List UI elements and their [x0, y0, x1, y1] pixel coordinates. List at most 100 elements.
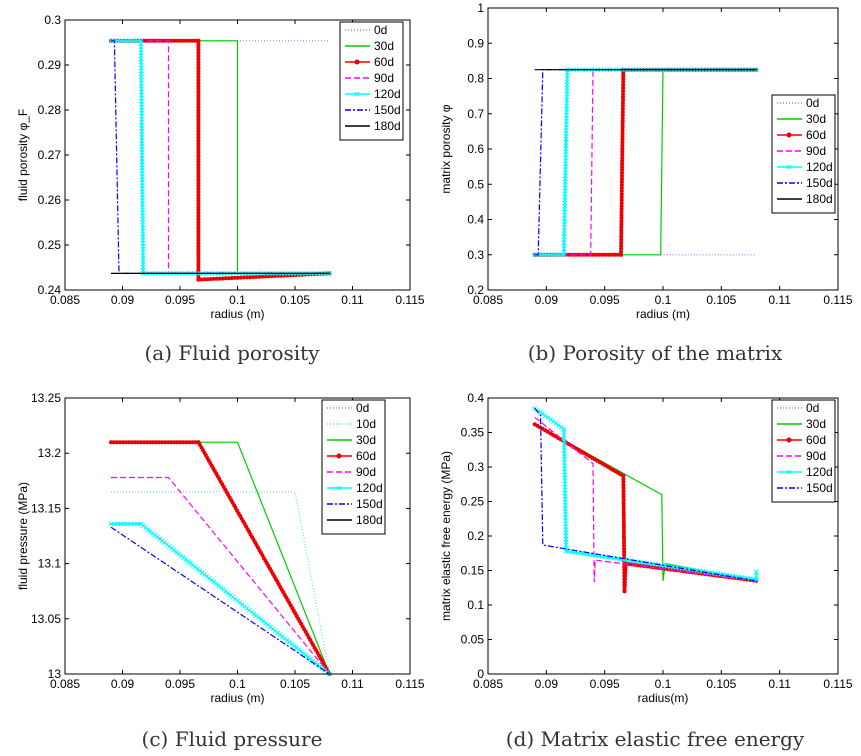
marker-120d — [550, 419, 556, 424]
marker-60d — [621, 516, 626, 521]
marker-60d — [196, 247, 201, 252]
marker-60d — [196, 189, 201, 194]
marker-60d — [619, 231, 624, 236]
y-tick-label: 13 — [48, 667, 62, 681]
caption-d: (d) Matrix elastic free energy — [506, 727, 805, 751]
marker-60d — [245, 275, 250, 280]
marker-60d — [196, 232, 201, 237]
marker-60d — [196, 265, 201, 270]
x-tick-label: 0.09 — [535, 293, 559, 307]
marker-60d — [196, 256, 201, 261]
marker-60d — [619, 213, 624, 218]
marker-60d — [196, 244, 201, 249]
marker-120d — [753, 577, 759, 582]
marker-60d — [254, 274, 259, 279]
marker-60d — [620, 122, 625, 127]
marker-60d — [619, 252, 623, 257]
legend-label-90d: 90d — [374, 71, 394, 85]
marker-60d — [112, 440, 116, 445]
x-tick-label: 0.095 — [165, 677, 195, 691]
marker-60d — [623, 570, 628, 575]
marker-60d — [127, 440, 132, 445]
y-tick-label: 0.4 — [467, 391, 484, 405]
x-tick-label: 0.1 — [655, 293, 672, 307]
marker-60d — [196, 84, 201, 89]
marker-60d — [196, 186, 201, 191]
y-tick-label: 0.24 — [38, 283, 62, 297]
legend-label-90d: 90d — [356, 465, 376, 479]
marker-60d — [196, 220, 201, 225]
marker-60d — [621, 504, 626, 509]
marker-60d — [196, 159, 201, 164]
marker-60d — [606, 252, 611, 257]
marker-60d — [622, 586, 627, 591]
marker-60d — [612, 252, 617, 257]
marker-60d — [139, 440, 144, 445]
marker-60d — [196, 78, 201, 83]
y-tick-label: 0.5 — [467, 177, 484, 191]
marker-60d — [597, 252, 602, 257]
marker-60d — [623, 573, 628, 578]
legend-label-120d: 120d — [356, 481, 383, 495]
x-tick-label: 0.085 — [473, 293, 503, 307]
marker-60d — [196, 156, 201, 161]
marker-60d — [619, 225, 624, 230]
marker-60d — [621, 513, 626, 518]
x-axis-label: radius (m) — [636, 307, 690, 321]
marker-60d — [619, 243, 624, 248]
x-tick-label: 0.095 — [590, 293, 620, 307]
legend-label-150d: 150d — [806, 481, 833, 495]
legend-label-150d: 150d — [356, 497, 383, 511]
marker-60d — [196, 126, 201, 131]
marker-60d — [196, 90, 201, 95]
marker-60d — [181, 440, 186, 445]
marker-60d — [619, 189, 624, 193]
marker-60d — [620, 143, 625, 148]
legend-label-150d: 150d — [374, 103, 401, 117]
marker-60d — [211, 276, 216, 281]
caption-c: (c) Fluid pressure — [142, 727, 323, 751]
y-tick-label: 0.26 — [38, 193, 62, 207]
marker-60d — [196, 211, 201, 216]
legend-label-30d: 30d — [806, 417, 826, 431]
marker-60d — [623, 564, 628, 569]
series-line-150d — [534, 407, 757, 582]
marker-60d — [620, 134, 625, 139]
marker-60d — [620, 149, 625, 154]
x-tick-label: 0.115 — [823, 293, 852, 307]
legend-label-0d: 0d — [806, 401, 819, 415]
series-line-150d — [534, 69, 757, 256]
marker-60d — [681, 569, 686, 574]
y-tick-label: 13.25 — [31, 391, 61, 405]
x-tick-label: 0.105 — [706, 677, 736, 691]
y-axis-label: fluid porosity φ_F — [16, 109, 30, 201]
marker-60d — [109, 440, 113, 445]
marker-60d — [169, 38, 174, 43]
marker-60d — [619, 219, 624, 224]
marker-60d — [619, 240, 624, 245]
marker-60d — [196, 241, 201, 246]
marker-60d — [166, 440, 171, 445]
marker-60d — [196, 105, 201, 110]
marker-60d — [621, 534, 626, 539]
marker-120d — [534, 407, 540, 413]
marker-60d — [196, 277, 201, 282]
marker-60d — [621, 73, 626, 78]
y-tick-label: 0.2 — [467, 529, 484, 543]
marker-60d — [621, 477, 626, 481]
marker-60d — [621, 480, 626, 484]
marker-60d — [622, 546, 627, 551]
marker-60d — [620, 125, 625, 130]
y-tick-label: 0.9 — [467, 36, 484, 50]
marker-60d — [620, 164, 625, 169]
marker-60d — [621, 79, 626, 84]
marker-60d — [142, 38, 147, 43]
marker-60d — [196, 183, 201, 188]
legend-label-30d: 30d — [374, 39, 394, 53]
marker-60d — [196, 53, 201, 58]
marker-60d — [196, 69, 201, 73]
marker-60d — [623, 567, 628, 572]
marker-60d — [620, 128, 625, 133]
marker-60d — [196, 229, 201, 234]
marker-60d — [621, 522, 626, 527]
